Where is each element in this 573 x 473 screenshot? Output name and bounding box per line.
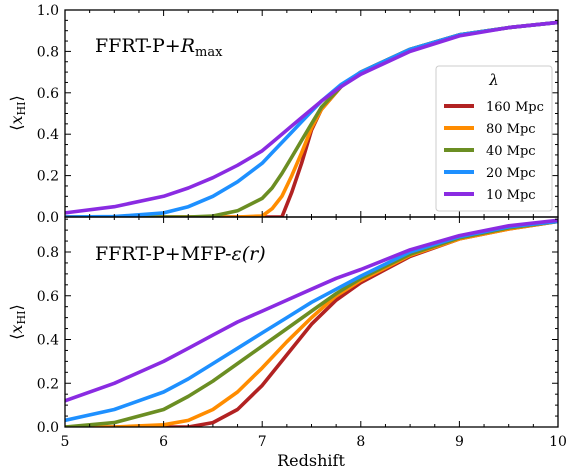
bottom-ylabel-close: ⟩ xyxy=(7,304,26,310)
bottom-panel-title: FFRT-P+MFP-ε(r) xyxy=(95,243,266,265)
bottom-title-main: FFRT-P+MFP- xyxy=(95,243,232,265)
bottom-title-arg: (r) xyxy=(242,243,266,265)
bottom-ylabel-x: x xyxy=(7,324,26,333)
top-y-tick-label: 0.6 xyxy=(37,86,59,102)
bottom-series-line-10-mpc xyxy=(65,218,558,403)
top-y-axis-label: ⟨xHI⟩ xyxy=(7,95,28,130)
top-y-tick-label: 0.0 xyxy=(37,210,59,226)
top-ylabel-close: ⟩ xyxy=(7,95,26,101)
legend-label: 40 Mpc xyxy=(486,144,536,159)
top-y-tick-label: 0.4 xyxy=(37,127,59,143)
bottom-y-axis-label: ⟨xHI⟩ xyxy=(7,304,28,339)
x-axis-label: Redshift xyxy=(277,451,345,470)
bottom-y-tick-label: 0.6 xyxy=(37,289,59,305)
bottom-title-eps: ε xyxy=(232,243,242,265)
bottom-y-tick-label: 0.2 xyxy=(37,376,59,392)
legend-entries: 160 Mpc 80 Mpc 40 Mpc 20 Mpc 10 Mpc xyxy=(444,100,544,203)
bottom-series-group xyxy=(65,218,558,427)
bottom-ticks-group: 5 6 7 8 9 10 0.0 0.2 0.4 0.6 0.8 xyxy=(37,217,567,450)
bottom-axes-frame xyxy=(64,216,559,428)
bottom-x-tick-label: 6 xyxy=(159,434,168,450)
legend-label: 20 Mpc xyxy=(486,166,536,181)
bottom-y-tick-label: 0.4 xyxy=(37,333,59,349)
bottom-y-tick-label: 0.8 xyxy=(37,245,59,261)
top-panel: 0.0 0.2 0.4 0.6 0.8 1.0 FFRT-P+Rmax ⟨xHI⟩ λ 1… xyxy=(7,3,559,226)
bottom-ylabel-open: ⟨ xyxy=(7,333,26,339)
top-y-tick-label: 0.8 xyxy=(37,44,59,60)
top-panel-title: FFRT-P+Rmax xyxy=(95,35,223,60)
bottom-ylabel-sub: HI xyxy=(15,311,28,325)
bottom-x-tick-label: 5 xyxy=(61,434,70,450)
top-title-sub: max xyxy=(195,45,223,60)
bottom-y-tick-label: 0.0 xyxy=(37,420,59,436)
top-title-main: FFRT-P+ xyxy=(95,35,181,57)
bottom-x-tick-label: 7 xyxy=(258,434,267,450)
bottom-x-tick-label: 10 xyxy=(549,434,567,450)
top-series-group xyxy=(65,20,558,217)
top-ylabel-x: x xyxy=(7,115,26,124)
legend-box xyxy=(435,65,553,212)
legend-label: 10 Mpc xyxy=(486,188,536,203)
top-y-tick-label: 0.2 xyxy=(37,169,59,185)
top-ylabel-open: ⟨ xyxy=(7,124,26,130)
top-series-line-20-mpc xyxy=(65,20,558,217)
top-ylabel-sub: HI xyxy=(15,102,28,116)
bottom-panel: 5 6 7 8 9 10 0.0 0.2 0.4 0.6 0.8 FFRT-P+MFP-ε(r) ⟨… xyxy=(7,216,567,470)
legend-label: 160 Mpc xyxy=(486,100,544,115)
legend-title: λ xyxy=(488,71,499,89)
top-ticks-group: 0.0 0.2 0.4 0.6 0.8 1.0 xyxy=(37,3,559,226)
top-series-line-10-mpc xyxy=(65,20,558,215)
legend-label: 80 Mpc xyxy=(486,122,536,137)
bottom-x-tick-label: 8 xyxy=(356,434,365,450)
top-y-tick-label: 1.0 xyxy=(37,3,59,19)
top-title-r: R xyxy=(180,35,195,57)
bottom-x-tick-label: 9 xyxy=(455,434,464,450)
legend: λ 160 Mpc 80 Mpc 40 Mpc 20 Mpc 10 Mpc xyxy=(435,65,553,212)
